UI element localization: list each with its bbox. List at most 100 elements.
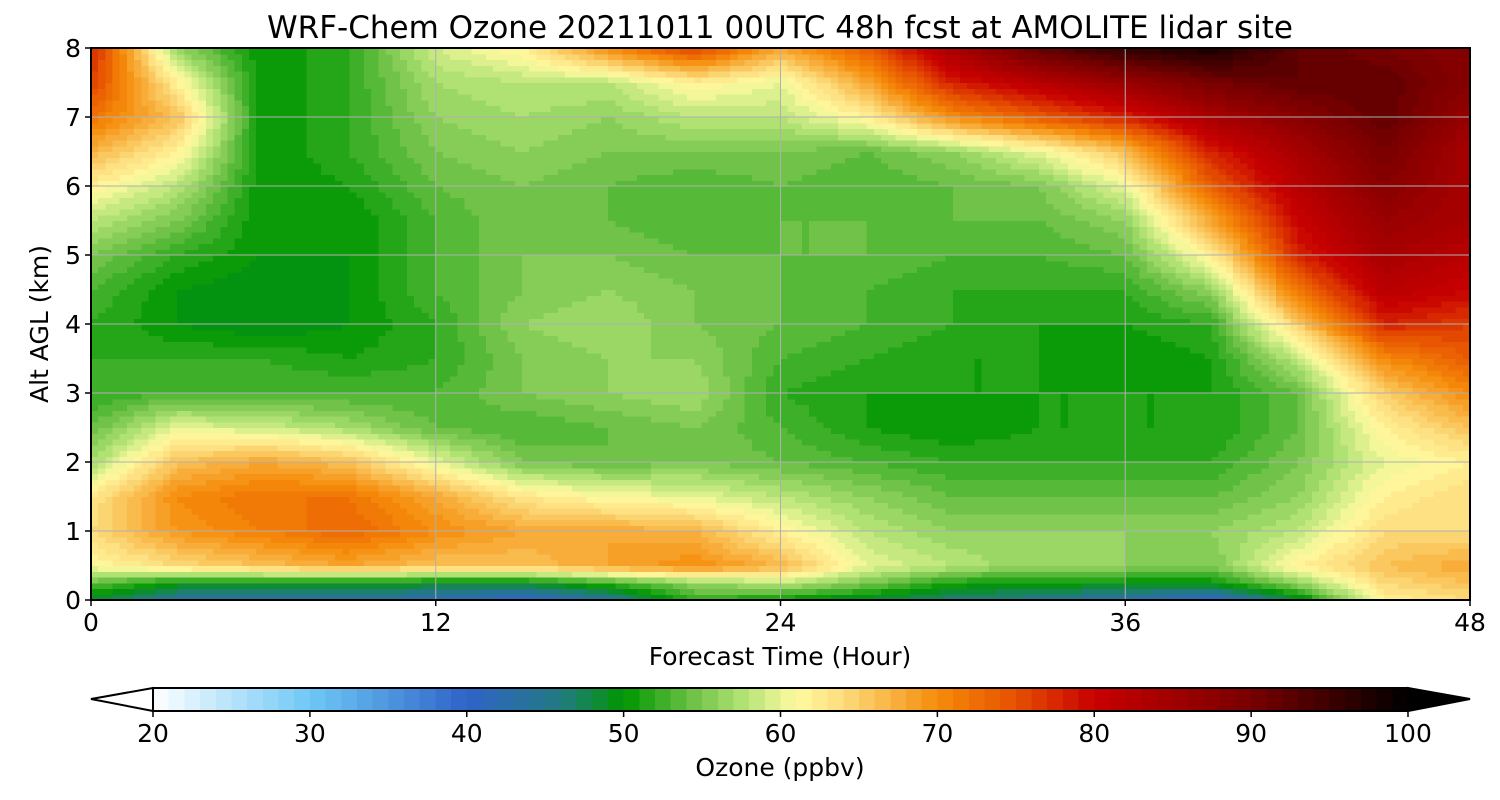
heatmap-cell bbox=[543, 531, 552, 538]
heatmap-cell bbox=[543, 467, 552, 475]
heatmap-cell bbox=[1254, 479, 1263, 486]
heatmap-cell bbox=[1110, 554, 1119, 561]
heatmap-cell bbox=[177, 473, 185, 480]
heatmap-cell bbox=[1448, 508, 1457, 515]
heatmap-cell bbox=[1060, 588, 1069, 595]
heatmap-cell bbox=[177, 577, 185, 584]
heatmap-cell bbox=[608, 485, 616, 492]
heatmap-cell bbox=[708, 462, 717, 469]
heatmap-cell bbox=[1297, 502, 1306, 509]
heatmap-cell bbox=[1254, 565, 1263, 572]
heatmap-cell bbox=[715, 450, 724, 457]
heatmap-cell bbox=[1462, 485, 1471, 492]
heatmap-cell bbox=[234, 582, 243, 590]
heatmap-cell bbox=[881, 571, 889, 578]
heatmap-cell bbox=[974, 577, 983, 584]
heatmap-cell bbox=[471, 450, 480, 457]
heatmap-cell bbox=[1326, 513, 1335, 521]
heatmap-cell bbox=[988, 519, 997, 526]
heatmap-cell bbox=[1333, 571, 1342, 578]
heatmap-cell bbox=[1347, 525, 1356, 532]
heatmap-cell bbox=[802, 582, 810, 590]
heatmap-cell bbox=[1024, 548, 1033, 555]
heatmap-cell bbox=[1211, 525, 1220, 532]
heatmap-cell bbox=[91, 548, 99, 555]
heatmap-cell bbox=[464, 450, 473, 457]
heatmap-cell bbox=[715, 490, 724, 498]
heatmap-cell bbox=[105, 577, 114, 584]
heatmap-cell bbox=[119, 588, 128, 595]
heatmap-cell bbox=[622, 577, 631, 584]
heatmap-cell bbox=[162, 462, 171, 469]
heatmap-cell bbox=[1182, 548, 1191, 555]
heatmap-cell bbox=[191, 490, 200, 498]
heatmap-cell bbox=[916, 485, 925, 492]
heatmap-cell bbox=[1118, 502, 1126, 509]
heatmap-cell bbox=[873, 519, 882, 526]
heatmap-cell bbox=[802, 485, 810, 492]
heatmap-cell bbox=[1139, 531, 1148, 538]
heatmap-cell bbox=[744, 525, 753, 532]
heatmap-cell bbox=[213, 525, 221, 532]
heatmap-cell bbox=[1247, 559, 1256, 567]
heatmap-cell bbox=[816, 594, 825, 601]
heatmap-cell bbox=[593, 554, 602, 561]
heatmap-cell bbox=[1311, 565, 1320, 572]
heatmap-cell bbox=[277, 594, 286, 601]
heatmap-cell bbox=[1405, 490, 1414, 498]
heatmap-cell bbox=[773, 456, 782, 463]
heatmap-cell bbox=[866, 485, 875, 492]
heatmap-cell bbox=[1139, 548, 1148, 555]
heatmap-cell bbox=[1003, 571, 1011, 578]
heatmap-cell bbox=[888, 519, 897, 526]
heatmap-cell bbox=[572, 450, 580, 457]
heatmap-cell bbox=[967, 450, 976, 457]
heatmap-cell bbox=[98, 588, 106, 595]
heatmap-cell bbox=[363, 450, 372, 457]
heatmap-cell bbox=[1110, 582, 1119, 590]
heatmap-cell bbox=[701, 525, 710, 532]
heatmap-cell bbox=[1189, 508, 1198, 515]
heatmap-cell bbox=[1189, 594, 1198, 601]
heatmap-cell bbox=[586, 519, 595, 526]
heatmap-cell bbox=[1405, 582, 1414, 590]
heatmap-cell bbox=[1290, 594, 1299, 601]
heatmap-cell bbox=[428, 548, 437, 555]
heatmap-cell bbox=[830, 462, 839, 469]
heatmap-cell bbox=[816, 473, 825, 480]
heatmap-cell bbox=[988, 559, 997, 567]
heatmap-cell bbox=[155, 548, 164, 555]
heatmap-cell bbox=[328, 565, 336, 572]
heatmap-cell bbox=[881, 542, 889, 549]
heatmap-cell bbox=[1182, 513, 1191, 521]
heatmap-cell bbox=[981, 485, 990, 492]
heatmap-cell bbox=[830, 513, 839, 521]
heatmap-cell bbox=[91, 485, 99, 492]
heatmap-cell bbox=[1053, 531, 1062, 538]
heatmap-cell bbox=[1276, 594, 1284, 601]
heatmap-cell bbox=[1240, 531, 1248, 538]
heatmap-cell bbox=[1441, 496, 1450, 503]
heatmap-cell bbox=[1390, 582, 1399, 590]
heatmap-cell bbox=[241, 467, 250, 475]
heatmap-cell bbox=[227, 485, 236, 492]
heatmap-cell bbox=[550, 536, 559, 544]
heatmap-cell bbox=[1383, 554, 1392, 561]
heatmap-cell bbox=[1003, 456, 1011, 463]
heatmap-cell bbox=[356, 554, 365, 561]
heatmap-cell bbox=[967, 485, 976, 492]
heatmap-cell bbox=[493, 450, 501, 457]
heatmap-cell bbox=[665, 490, 674, 498]
heatmap-cell bbox=[644, 548, 652, 555]
heatmap-cell bbox=[363, 548, 372, 555]
heatmap-cell bbox=[1182, 588, 1191, 595]
heatmap-cell bbox=[1355, 513, 1363, 521]
heatmap-cell bbox=[126, 450, 135, 457]
heatmap-cell bbox=[256, 502, 264, 509]
heatmap-cell bbox=[371, 519, 379, 526]
heatmap-cell bbox=[313, 588, 322, 595]
heatmap-cell bbox=[464, 513, 473, 521]
heatmap-cell bbox=[1311, 502, 1320, 509]
heatmap-cell bbox=[881, 588, 889, 595]
heatmap-cell bbox=[1168, 588, 1177, 595]
